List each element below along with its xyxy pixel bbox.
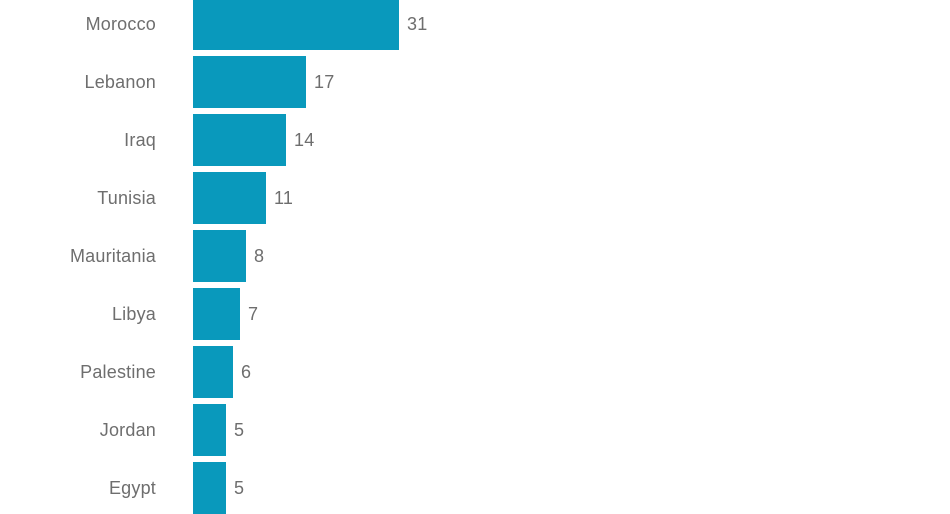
value-label: 5 <box>234 420 245 440</box>
bar <box>193 56 306 108</box>
bar <box>193 172 266 224</box>
bar <box>193 404 226 456</box>
category-label: Morocco <box>85 14 156 34</box>
bar-row: Palestine 6 <box>0 346 950 398</box>
bar <box>193 346 233 398</box>
value-label: 7 <box>248 304 259 324</box>
bar-row: Jordan 5 <box>0 404 950 456</box>
bar-row: Iraq 14 <box>0 114 950 166</box>
value-label: 11 <box>274 188 294 208</box>
bar-row: Tunisia 11 <box>0 172 950 224</box>
category-label: Palestine <box>80 362 156 382</box>
value-label: 6 <box>241 362 252 382</box>
value-label: 8 <box>254 246 265 266</box>
category-label: Mauritania <box>69 246 156 266</box>
bar-row: Mauritania 8 <box>0 230 950 282</box>
bar-row: Libya 7 <box>0 288 950 340</box>
value-label: 14 <box>294 130 315 150</box>
category-label: Iraq <box>124 130 156 150</box>
bar <box>193 462 226 514</box>
value-label: 5 <box>234 478 245 498</box>
bar-row: Lebanon 17 <box>0 56 950 108</box>
bar-row: Egypt 5 <box>0 462 950 514</box>
bar <box>193 0 399 50</box>
value-label: 31 <box>407 14 428 34</box>
bar-row: Morocco 31 <box>0 0 950 50</box>
category-label: Egypt <box>108 478 156 498</box>
category-label: Libya <box>111 304 156 324</box>
value-label: 17 <box>314 72 335 92</box>
bar <box>193 230 246 282</box>
category-label: Jordan <box>99 420 156 440</box>
category-label: Lebanon <box>84 72 156 92</box>
bar <box>193 114 286 166</box>
category-label: Tunisia <box>97 188 156 208</box>
bar <box>193 288 240 340</box>
